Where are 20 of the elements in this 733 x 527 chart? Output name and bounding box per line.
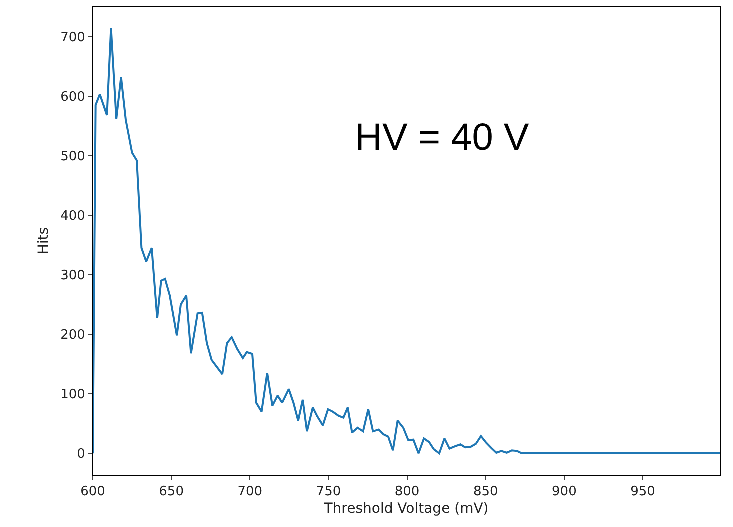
- x-tick-label: 800: [394, 484, 420, 500]
- y-tick-label: 500: [60, 149, 86, 164]
- x-axis-title: Threshold Voltage (mV): [323, 500, 489, 517]
- x-tick-label: 850: [473, 484, 498, 500]
- y-tick-label: 300: [60, 268, 86, 284]
- y-tick-label: 600: [60, 90, 86, 105]
- annotation: HV = 40 V: [355, 117, 530, 159]
- line-series: [93, 27, 720, 455]
- x-tick-label: 600: [80, 484, 106, 500]
- y-tick-label: 700: [60, 30, 86, 46]
- x-tick-label: 900: [552, 484, 577, 500]
- x-tick-label: 950: [630, 484, 656, 500]
- y-tick-label: 200: [60, 328, 86, 344]
- x-tick-label: 650: [159, 484, 184, 500]
- y-tick-label: 400: [60, 208, 86, 224]
- y-tick-label: 0: [77, 447, 86, 462]
- x-tick-label: 750: [316, 484, 342, 500]
- x-tick-label: 700: [238, 484, 263, 500]
- y-tick-label: 100: [60, 388, 86, 403]
- y-axis-title: Hits: [36, 227, 52, 255]
